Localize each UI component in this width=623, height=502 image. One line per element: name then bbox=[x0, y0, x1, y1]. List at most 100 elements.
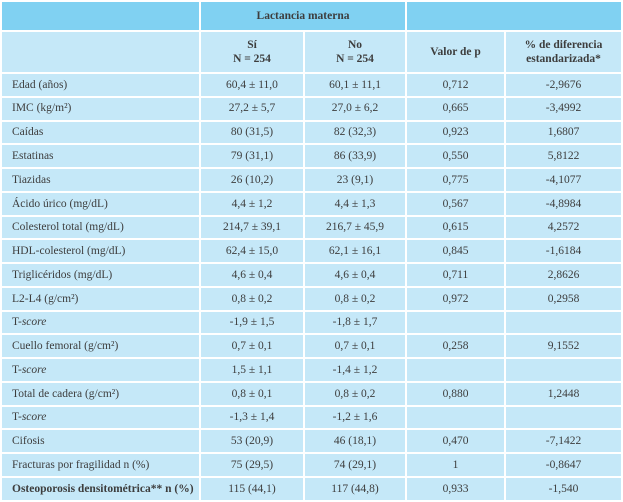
table-header: Lactancia materna Sí N = 254 No N = 254 … bbox=[2, 2, 622, 72]
cell-diff-value: -0,8647 bbox=[506, 454, 622, 477]
cell-no-value: 0,7 ± 0,1 bbox=[305, 335, 406, 358]
cell-diff-value: 2,8626 bbox=[506, 264, 622, 286]
cell-no-value: 216,7 ± 45,9 bbox=[305, 216, 406, 239]
cell-si-value: 0,8 ± 0,1 bbox=[201, 382, 303, 405]
cell-diff-value bbox=[506, 311, 622, 334]
cell-si-value: -1,9 ± 1,5 bbox=[201, 311, 303, 334]
cell-p-value: 0,845 bbox=[407, 240, 505, 263]
row-label: Cifosis bbox=[2, 430, 199, 453]
header-empty-left-cell bbox=[2, 2, 199, 30]
cell-diff-value: 1,6807 bbox=[506, 121, 622, 144]
cell-si-value: 53 (20,9) bbox=[201, 430, 303, 453]
table-row: Edad (años) 60,4 ± 11,0 60,1 ± 11,1 0,71… bbox=[2, 74, 622, 96]
table-row: Ácido úrico (mg/dL) 4,4 ± 1,2 4,4 ± 1,3 … bbox=[2, 192, 622, 215]
header-col-no-n: N = 254 bbox=[336, 53, 374, 65]
cell-p-value: 0,775 bbox=[407, 169, 505, 191]
cell-si-value: 115 (44,1) bbox=[201, 478, 303, 500]
cell-si-value: 1,5 ± 1,1 bbox=[201, 359, 303, 381]
row-label: Total de cadera (g/cm²) bbox=[2, 382, 199, 405]
cell-diff-value: 5,8122 bbox=[506, 145, 622, 168]
cell-p-value: 0,711 bbox=[407, 264, 505, 286]
header-col-p: Valor de p bbox=[407, 32, 505, 72]
table-row: Fracturas por fragilidad n (%) 75 (29,5)… bbox=[2, 454, 622, 477]
cell-no-value: 86 (33,9) bbox=[305, 145, 406, 168]
cell-diff-value: -7,1422 bbox=[506, 430, 622, 453]
cell-si-value: -1,3 ± 1,4 bbox=[201, 406, 303, 429]
cell-no-value: 4,6 ± 0,4 bbox=[305, 264, 406, 286]
cell-no-value: -1,8 ± 1,7 bbox=[305, 311, 406, 334]
row-label: Osteoporosis densitométrica** n (%) bbox=[2, 478, 199, 500]
header-col-no-label: No bbox=[347, 38, 363, 51]
cell-no-value: 62,1 ± 16,1 bbox=[305, 240, 406, 263]
cell-si-value: 4,6 ± 0,4 bbox=[201, 264, 303, 286]
cell-diff-value bbox=[506, 406, 622, 429]
cell-diff-value: 0,2958 bbox=[506, 287, 622, 310]
row-label: Estatinas bbox=[2, 145, 199, 168]
cell-si-value: 80 (31,5) bbox=[201, 121, 303, 144]
table-row: T-score -1,9 ± 1,5 -1,8 ± 1,7 bbox=[2, 311, 622, 334]
cell-p-value: 0,470 bbox=[407, 430, 505, 453]
table-row: T-score -1,3 ± 1,4 -1,2 ± 1,6 bbox=[2, 406, 622, 429]
row-label: Fracturas por fragilidad n (%) bbox=[2, 454, 199, 477]
header-group-row: Lactancia materna bbox=[2, 2, 622, 30]
cell-si-value: 26 (10,2) bbox=[201, 169, 303, 191]
cell-diff-value bbox=[506, 359, 622, 381]
cell-p-value: 0,923 bbox=[407, 121, 505, 144]
cell-p-value: 0,665 bbox=[407, 97, 505, 120]
table-row: Cifosis 53 (20,9) 46 (18,1) 0,470 -7,142… bbox=[2, 430, 622, 453]
table-row: Tiazidas 26 (10,2) 23 (9,1) 0,775 -4,107… bbox=[2, 169, 622, 191]
cell-p-value: 1 bbox=[407, 454, 505, 477]
row-label: Tiazidas bbox=[2, 169, 199, 191]
cell-p-value: 0,615 bbox=[407, 216, 505, 239]
cell-diff-value: -1,6184 bbox=[506, 240, 622, 263]
cell-p-value bbox=[407, 406, 505, 429]
header-col-diff: % de diferencia estandarizada* bbox=[506, 32, 622, 72]
header-col-si-n: N = 254 bbox=[233, 53, 271, 65]
cell-si-value: 75 (29,5) bbox=[201, 454, 303, 477]
table-row: T-score 1,5 ± 1,1 -1,4 ± 1,2 bbox=[2, 359, 622, 381]
cell-diff-value: 9,1552 bbox=[506, 335, 622, 358]
header-col-si: Sí N = 254 bbox=[201, 32, 303, 72]
row-label: Triglicéridos (mg/dL) bbox=[2, 264, 199, 286]
cell-p-value: 0,258 bbox=[407, 335, 505, 358]
cell-si-value: 62,4 ± 15,0 bbox=[201, 240, 303, 263]
table-row: Osteoporosis densitométrica** n (%) 115 … bbox=[2, 478, 622, 500]
cell-si-value: 4,4 ± 1,2 bbox=[201, 192, 303, 215]
table-row: Total de cadera (g/cm²) 0,8 ± 0,1 0,8 ± … bbox=[2, 382, 622, 405]
cell-p-value bbox=[407, 311, 505, 334]
row-label: T-score bbox=[2, 406, 199, 429]
row-label: IMC (kg/m²) bbox=[2, 97, 199, 120]
cell-p-value: 0,567 bbox=[407, 192, 505, 215]
cell-no-value: 4,4 ± 1,3 bbox=[305, 192, 406, 215]
cell-si-value: 60,4 ± 11,0 bbox=[201, 74, 303, 96]
cell-p-value: 0,550 bbox=[407, 145, 505, 168]
cell-no-value: 0,8 ± 0,2 bbox=[305, 287, 406, 310]
cell-diff-value: -4,8984 bbox=[506, 192, 622, 215]
cell-no-value: -1,4 ± 1,2 bbox=[305, 359, 406, 381]
header-empty-right-cell bbox=[407, 2, 622, 30]
header-columns-row: Sí N = 254 No N = 254 Valor de p % de di… bbox=[2, 32, 622, 72]
cell-p-value: 0,972 bbox=[407, 287, 505, 310]
header-col-no: No N = 254 bbox=[305, 32, 406, 72]
cell-p-value bbox=[407, 359, 505, 381]
table-row: Estatinas 79 (31,1) 86 (33,9) 0,550 5,81… bbox=[2, 145, 622, 168]
row-label: Cuello femoral (g/cm²) bbox=[2, 335, 199, 358]
cell-diff-value: -4,1077 bbox=[506, 169, 622, 191]
row-label: Ácido úrico (mg/dL) bbox=[2, 192, 199, 215]
row-label: Colesterol total (mg/dL) bbox=[2, 216, 199, 239]
header-empty-label-cell bbox=[2, 32, 199, 72]
cell-no-value: 46 (18,1) bbox=[305, 430, 406, 453]
cell-no-value: -1,2 ± 1,6 bbox=[305, 406, 406, 429]
table-body: Edad (años) 60,4 ± 11,0 60,1 ± 11,1 0,71… bbox=[2, 74, 622, 500]
row-label: T-score bbox=[2, 359, 199, 381]
row-label: HDL-colesterol (mg/dL) bbox=[2, 240, 199, 263]
table-row: IMC (kg/m²) 27,2 ± 5,7 27,0 ± 6,2 0,665 … bbox=[2, 97, 622, 120]
cell-no-value: 74 (29,1) bbox=[305, 454, 406, 477]
cell-si-value: 27,2 ± 5,7 bbox=[201, 97, 303, 120]
table-row: L2-L4 (g/cm²) 0,8 ± 0,2 0,8 ± 0,2 0,972 … bbox=[2, 287, 622, 310]
cell-diff-value: -3,4992 bbox=[506, 97, 622, 120]
cell-si-value: 214,7 ± 39,1 bbox=[201, 216, 303, 239]
header-group-label: Lactancia materna bbox=[201, 2, 406, 30]
cell-no-value: 117 (44,8) bbox=[305, 478, 406, 500]
